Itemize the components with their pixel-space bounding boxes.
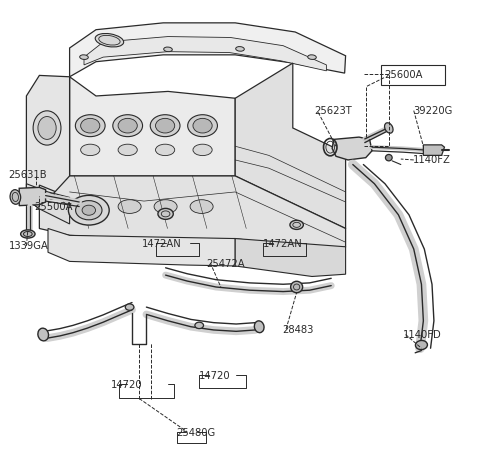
Ellipse shape: [95, 33, 124, 47]
Text: 1140FD: 1140FD: [403, 329, 442, 340]
Ellipse shape: [75, 201, 102, 220]
Polygon shape: [70, 77, 235, 176]
Polygon shape: [48, 228, 235, 266]
Ellipse shape: [81, 118, 100, 133]
Text: 25500A: 25500A: [35, 202, 73, 212]
Ellipse shape: [290, 220, 303, 229]
Ellipse shape: [38, 328, 48, 341]
Text: 1472AN: 1472AN: [142, 239, 181, 250]
Text: 28483: 28483: [282, 325, 313, 335]
Ellipse shape: [75, 115, 105, 137]
Text: 14720: 14720: [111, 380, 143, 390]
Ellipse shape: [38, 117, 56, 139]
Ellipse shape: [82, 200, 105, 213]
Polygon shape: [39, 185, 235, 224]
Ellipse shape: [118, 200, 141, 213]
Ellipse shape: [190, 200, 213, 213]
Text: 25623T: 25623T: [314, 106, 352, 116]
Ellipse shape: [21, 230, 35, 238]
Text: 39220G: 39220G: [413, 106, 452, 116]
Ellipse shape: [150, 115, 180, 137]
Ellipse shape: [113, 115, 143, 137]
Ellipse shape: [254, 321, 264, 333]
Ellipse shape: [188, 115, 217, 137]
Ellipse shape: [164, 47, 172, 52]
Ellipse shape: [195, 322, 204, 329]
Ellipse shape: [82, 205, 96, 215]
Text: 25631B: 25631B: [9, 170, 47, 180]
Polygon shape: [70, 23, 346, 77]
Text: 1339GA: 1339GA: [9, 241, 48, 251]
Ellipse shape: [193, 144, 212, 155]
Ellipse shape: [63, 198, 71, 204]
Text: 1472AN: 1472AN: [263, 239, 303, 250]
Ellipse shape: [236, 47, 244, 51]
Ellipse shape: [81, 144, 100, 155]
Ellipse shape: [156, 118, 175, 133]
Polygon shape: [332, 137, 372, 160]
Ellipse shape: [154, 200, 177, 213]
Polygon shape: [423, 145, 444, 155]
Ellipse shape: [118, 144, 137, 155]
Text: 25600A: 25600A: [384, 70, 422, 80]
Ellipse shape: [48, 194, 55, 199]
Ellipse shape: [385, 154, 392, 161]
Polygon shape: [235, 239, 346, 276]
Ellipse shape: [68, 195, 109, 225]
Text: 25472A: 25472A: [206, 259, 245, 269]
Ellipse shape: [193, 118, 212, 133]
Polygon shape: [235, 63, 346, 228]
Polygon shape: [39, 176, 346, 254]
Polygon shape: [19, 187, 46, 206]
Ellipse shape: [416, 340, 427, 350]
Ellipse shape: [118, 118, 137, 133]
Ellipse shape: [156, 144, 175, 155]
Ellipse shape: [125, 304, 134, 310]
Ellipse shape: [158, 208, 173, 219]
Polygon shape: [26, 184, 70, 224]
Ellipse shape: [384, 123, 393, 133]
Ellipse shape: [10, 190, 21, 204]
Text: 25480G: 25480G: [177, 428, 216, 438]
Ellipse shape: [80, 55, 88, 59]
Polygon shape: [26, 75, 70, 224]
Ellipse shape: [33, 111, 61, 145]
Ellipse shape: [308, 55, 316, 59]
Ellipse shape: [290, 282, 302, 293]
Polygon shape: [84, 37, 326, 71]
Text: 1140FZ: 1140FZ: [413, 155, 451, 165]
Text: 14720: 14720: [199, 371, 231, 381]
